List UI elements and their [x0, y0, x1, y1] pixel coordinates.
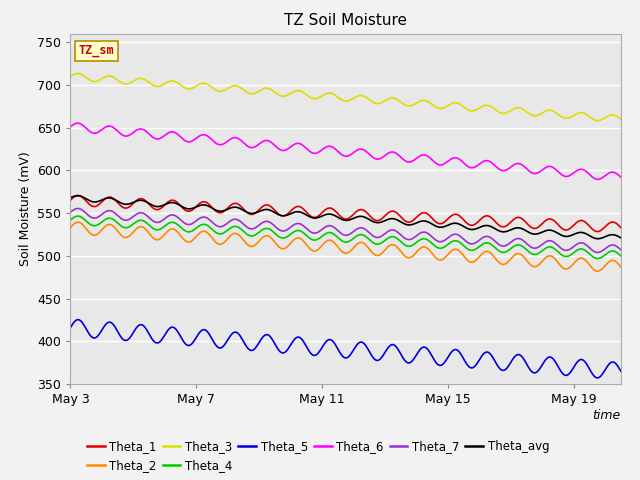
Text: TZ_sm: TZ_sm [79, 44, 115, 57]
Y-axis label: Soil Moisture (mV): Soil Moisture (mV) [19, 151, 32, 266]
Legend: Theta_1, Theta_2, Theta_3, Theta_4, Theta_5, Theta_6, Theta_7, Theta_avg: Theta_1, Theta_2, Theta_3, Theta_4, Thet… [82, 435, 554, 477]
Text: time: time [593, 408, 621, 421]
Title: TZ Soil Moisture: TZ Soil Moisture [284, 13, 407, 28]
